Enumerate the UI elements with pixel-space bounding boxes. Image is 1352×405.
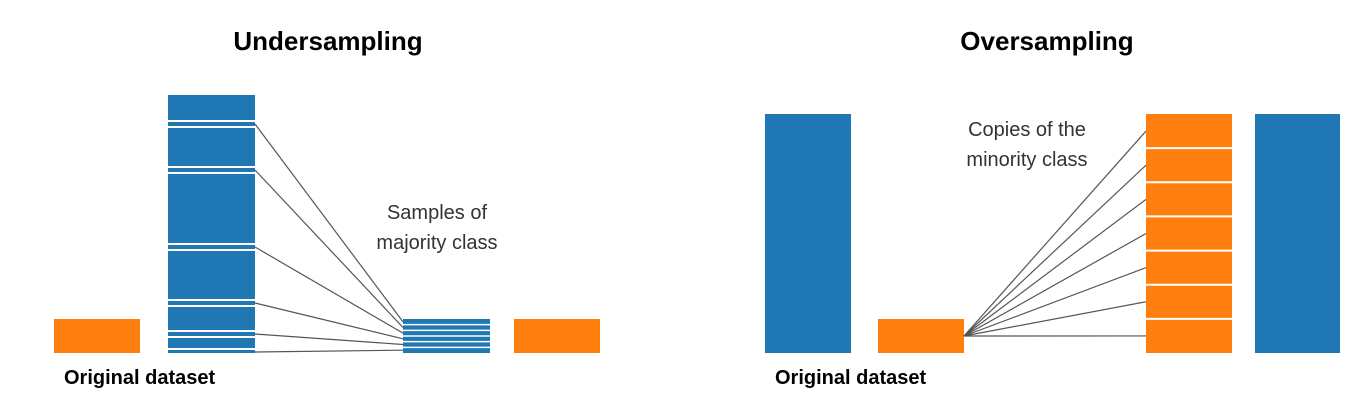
minority-copy-slice bbox=[1146, 114, 1232, 149]
connector-line bbox=[963, 130, 1147, 337]
minority-copy-slice bbox=[1146, 250, 1232, 285]
minority-copy-slice bbox=[1146, 284, 1232, 319]
connector-line bbox=[254, 169, 404, 328]
undersampling-caption: Original dataset bbox=[64, 367, 215, 389]
connector-line bbox=[254, 123, 404, 323]
minority-copy-slice bbox=[1146, 148, 1232, 183]
original-majority-bar bbox=[765, 114, 851, 353]
minority-copies-stack bbox=[1146, 114, 1232, 353]
connector-line bbox=[963, 198, 1147, 337]
original-majority-bar bbox=[168, 95, 255, 353]
majority-sample-slice bbox=[403, 319, 490, 325]
connector-line bbox=[254, 349, 404, 353]
connector-line bbox=[963, 301, 1147, 337]
oversampling-title: Oversampling bbox=[960, 26, 1133, 56]
undersampling-title: Undersampling bbox=[233, 26, 422, 56]
connector-line bbox=[963, 232, 1147, 337]
sampled-majority-stack bbox=[403, 319, 490, 353]
minority-copy-slice bbox=[1146, 182, 1232, 217]
oversampling-annotation-line1: Copies of the bbox=[968, 119, 1086, 141]
majority-sample-slice bbox=[403, 341, 490, 348]
majority-sample-slice bbox=[403, 330, 490, 336]
connector-line bbox=[963, 164, 1147, 337]
original-minority-bar bbox=[54, 319, 140, 353]
oversampling-caption: Original dataset bbox=[775, 367, 926, 389]
majority-sample-slice bbox=[403, 336, 490, 342]
undersampling-connectors bbox=[254, 123, 404, 353]
resampled-majority-bar bbox=[1255, 114, 1340, 353]
majority-sample-dividers bbox=[168, 120, 255, 356]
minority-copy-slice bbox=[1146, 318, 1232, 353]
undersampling-annotation-line1: Samples of bbox=[387, 202, 487, 224]
majority-sample-slice bbox=[403, 324, 490, 331]
original-minority-bar bbox=[878, 319, 964, 353]
resampled-minority-bar bbox=[514, 319, 600, 353]
majority-sample-slice bbox=[403, 347, 490, 353]
minority-copy-slice bbox=[1146, 216, 1232, 251]
connector-line bbox=[254, 302, 404, 340]
undersampling-panel: Undersampling Samples of majority class … bbox=[54, 26, 600, 389]
oversampling-panel: Oversampling Copies of the minority clas… bbox=[765, 26, 1340, 389]
oversampling-connectors bbox=[963, 130, 1147, 337]
undersampling-annotation-line2: majority class bbox=[376, 232, 497, 254]
connector-line bbox=[254, 246, 404, 334]
connector-line bbox=[963, 267, 1147, 337]
oversampling-annotation-line2: minority class bbox=[966, 149, 1087, 171]
connector-line bbox=[254, 333, 404, 346]
